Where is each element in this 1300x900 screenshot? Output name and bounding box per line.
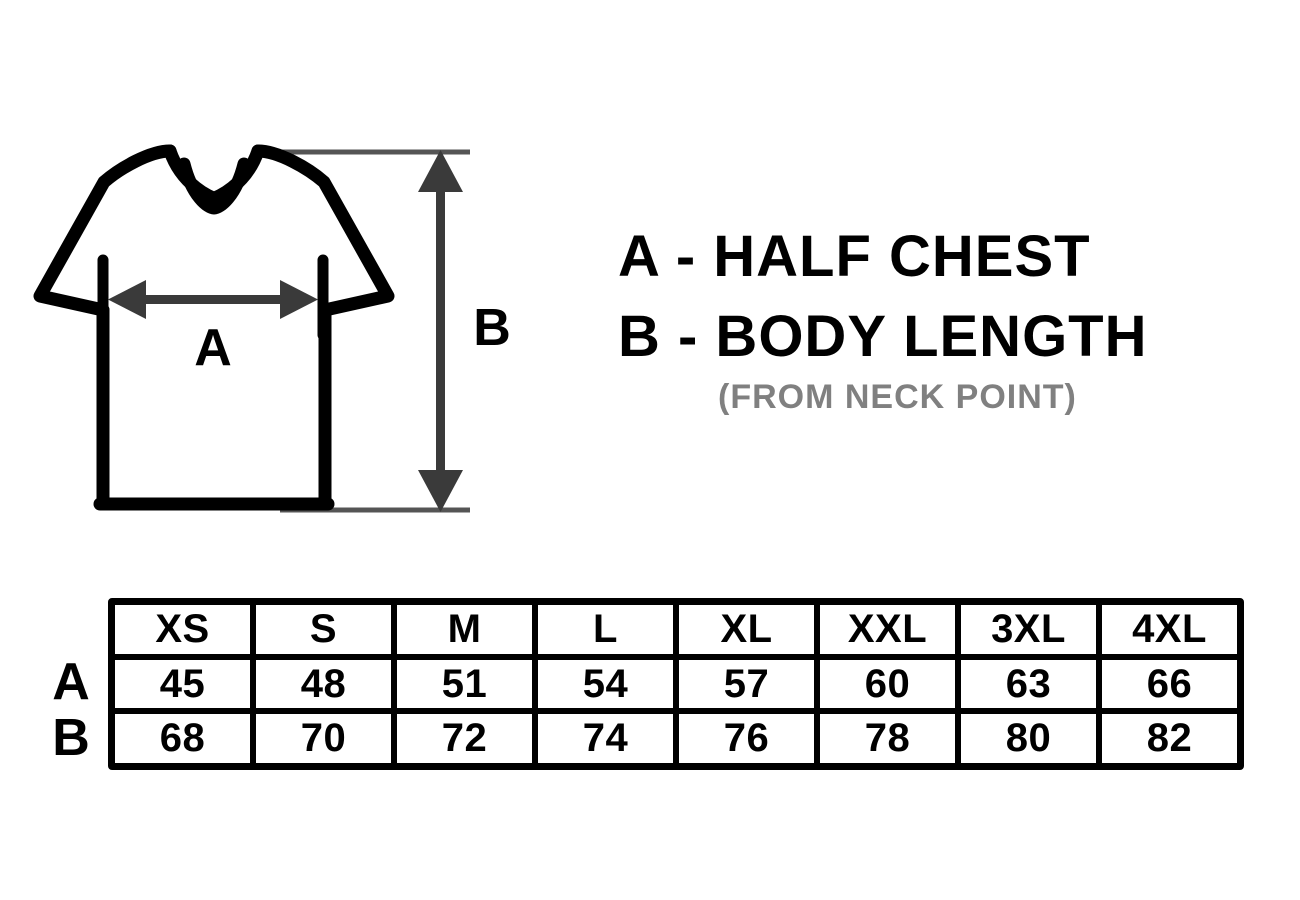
body-length-cell-xxl: 78: [814, 714, 955, 764]
size-header-cell-s: S: [250, 605, 391, 654]
t-shirt-outline: [33, 144, 395, 511]
size-header-cell-m: M: [391, 605, 532, 654]
size-header-cell-3xl: 3XL: [955, 605, 1096, 654]
half-chest-cell-3xl: 63: [955, 659, 1096, 709]
body-length-cell-l: 74: [532, 714, 673, 764]
row-label-a: A: [52, 653, 90, 711]
table-row-half-chest: 45 48 51 54 57 60 63 66: [115, 653, 1237, 709]
arrowhead-left: [108, 280, 146, 319]
size-table: XS S M L XL XXL 3XL 4XL 45 48 51 54 57 60 63 66 68 70 72…: [108, 598, 1244, 770]
body-length-cell-3xl: 80: [955, 714, 1096, 764]
size-header-cell-xs: XS: [115, 605, 250, 654]
chest-dimension-arrow: [108, 280, 318, 319]
table-header-row: XS S M L XL XXL 3XL 4XL: [115, 605, 1237, 654]
chest-label-a: A: [194, 319, 232, 377]
body-length-cell-4xl: 82: [1096, 714, 1237, 764]
size-header-cell-xxl: XXL: [814, 605, 955, 654]
legend-subtitle-from-neck-point: (FROM NECK POINT): [718, 378, 1077, 416]
t-shirt-measurement-diagram: A B: [0, 120, 520, 540]
legend-half-chest: A - HALF CHEST: [618, 224, 1091, 289]
chest-guide-lines: [97, 254, 329, 341]
size-header-cell-4xl: 4XL: [1096, 605, 1237, 654]
row-label-b: B: [52, 709, 90, 767]
half-chest-cell-xs: 45: [115, 659, 250, 709]
size-table-wrapper: A B XS S M L XL XXL 3XL 4XL 45 48 51 54 57 60 63 66 68…: [40, 598, 1250, 774]
half-chest-cell-l: 54: [532, 659, 673, 709]
half-chest-cell-xl: 57: [673, 659, 814, 709]
arrowhead-down: [418, 470, 463, 512]
half-chest-cell-xxl: 60: [814, 659, 955, 709]
length-label-b: B: [473, 299, 511, 357]
size-header-cell-xl: XL: [673, 605, 814, 654]
table-row-body-length: 68 70 72 74 76 78 80 82: [115, 708, 1237, 764]
half-chest-cell-4xl: 66: [1096, 659, 1237, 709]
size-header-cell-l: L: [532, 605, 673, 654]
measurement-legend: A - HALF CHEST B - BODY LENGTH (FROM NEC…: [618, 228, 1238, 417]
body-length-cell-m: 72: [391, 714, 532, 764]
half-chest-cell-s: 48: [250, 659, 391, 709]
body-length-cell-s: 70: [250, 714, 391, 764]
row-label-column: A B: [40, 598, 102, 774]
arrowhead-right: [280, 280, 318, 319]
arrowhead-up: [418, 150, 463, 192]
body-length-cell-xs: 68: [115, 714, 250, 764]
length-dimension-arrow: [418, 150, 463, 512]
legend-body-length: B - BODY LENGTH: [618, 304, 1148, 369]
body-length-cell-xl: 76: [673, 714, 814, 764]
half-chest-cell-m: 51: [391, 659, 532, 709]
